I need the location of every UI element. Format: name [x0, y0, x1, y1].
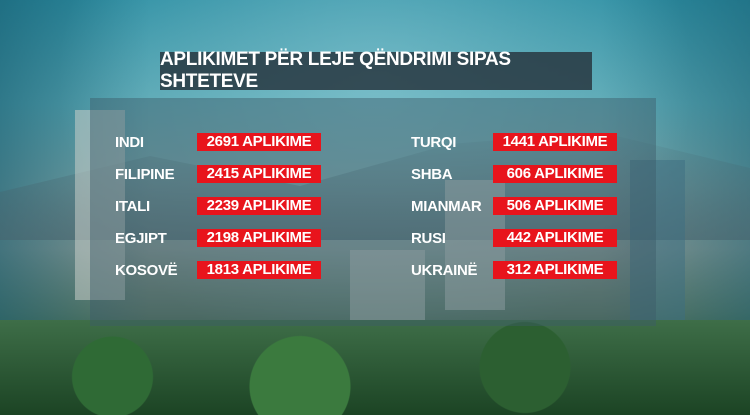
country-label: UKRAINË: [411, 261, 478, 279]
stat-row: FILIPINE 2415 APLIKIME: [115, 165, 321, 183]
background-trees: [0, 320, 750, 415]
value-badge: 2415 APLIKIME: [197, 165, 321, 183]
country-label: TURQI: [411, 133, 457, 151]
country-label: MIANMAR: [411, 197, 482, 215]
stat-row: EGJIPT 2198 APLIKIME: [115, 229, 321, 247]
value-badge: 442 APLIKIME: [493, 229, 617, 247]
country-label: INDI: [115, 133, 144, 151]
stat-row: MIANMAR 506 APLIKIME: [411, 197, 617, 215]
stat-row: UKRAINË 312 APLIKIME: [411, 261, 617, 279]
background-building: [350, 250, 425, 320]
stat-row: SHBA 606 APLIKIME: [411, 165, 617, 183]
stat-row: KOSOVË 1813 APLIKIME: [115, 261, 321, 279]
country-label: ITALI: [115, 197, 150, 215]
value-badge: 2691 APLIKIME: [197, 133, 321, 151]
graphic-title: APLIKIMET PËR LEJE QËNDRIMI SIPAS SHTETE…: [160, 49, 592, 92]
value-badge: 2198 APLIKIME: [197, 229, 321, 247]
value-badge: 1441 APLIKIME: [493, 133, 617, 151]
country-label: KOSOVË: [115, 261, 178, 279]
stat-row: ITALI 2239 APLIKIME: [115, 197, 321, 215]
value-badge: 312 APLIKIME: [493, 261, 617, 279]
stat-row: INDI 2691 APLIKIME: [115, 133, 321, 151]
country-label: SHBA: [411, 165, 453, 183]
country-label: FILIPINE: [115, 165, 175, 183]
country-label: EGJIPT: [115, 229, 167, 247]
value-badge: 2239 APLIKIME: [197, 197, 321, 215]
background-tower: [630, 160, 685, 320]
stat-row: TURQI 1441 APLIKIME: [411, 133, 617, 151]
value-badge: 1813 APLIKIME: [197, 261, 321, 279]
country-label: RUSI: [411, 229, 446, 247]
value-badge: 506 APLIKIME: [493, 197, 617, 215]
background-tower: [75, 110, 125, 300]
stat-row: RUSI 442 APLIKIME: [411, 229, 617, 247]
value-badge: 606 APLIKIME: [493, 165, 617, 183]
